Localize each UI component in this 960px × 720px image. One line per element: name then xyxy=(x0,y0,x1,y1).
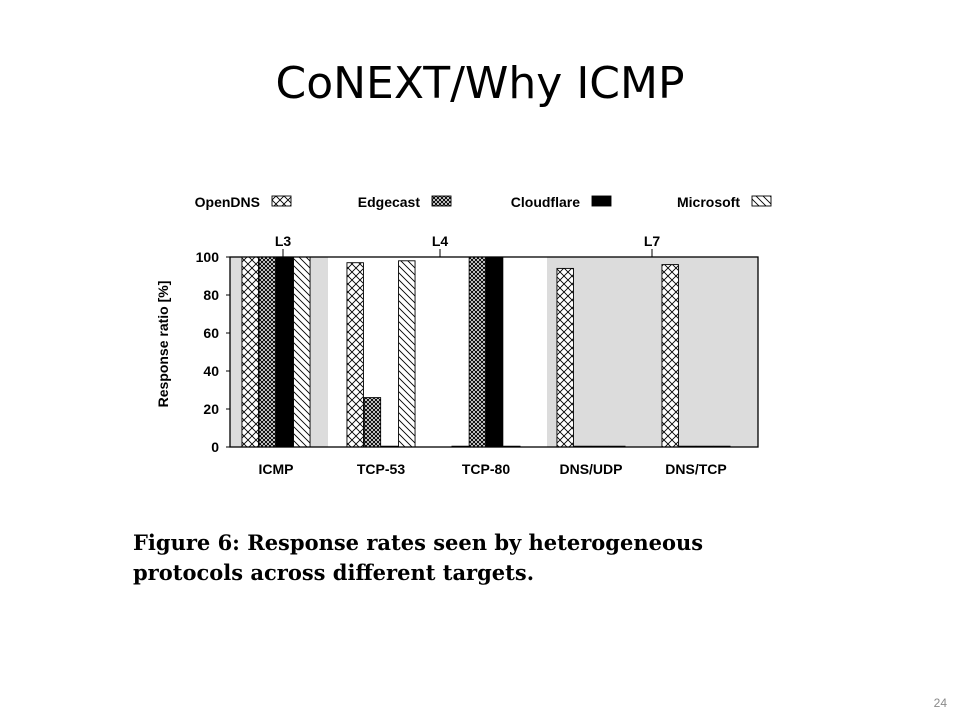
figure-caption: Figure 6: Response rates seen by heterog… xyxy=(133,528,833,588)
legend-swatch-edgecast xyxy=(431,195,452,207)
legend-label-opendns: OpenDNS xyxy=(195,194,260,210)
layer-shade-l7 xyxy=(547,257,758,447)
legend: OpenDNS Edgecast Cloudflare Microsoft xyxy=(195,194,772,210)
legend-label-cloudflare: Cloudflare xyxy=(511,194,580,210)
bar-dns-tcp-opendns xyxy=(661,264,679,448)
caption-line-2: protocols across different targets. xyxy=(133,560,534,585)
y-axis-label: Response ratio [%] xyxy=(155,281,171,408)
axis-group: 0 20 40 60 80 100 ICMP TCP-53 TCP-80 DNS/UDP DNS/T… xyxy=(196,249,727,477)
x-tick-label-tcp-53: TCP-53 xyxy=(357,461,405,477)
caption-line-1: Figure 6: Response rates seen by heterog… xyxy=(133,530,704,555)
page-number: 24 xyxy=(933,696,947,710)
layer-label-l7: L7 xyxy=(644,233,661,249)
x-tick-label-dns-tcp: DNS/TCP xyxy=(665,461,726,477)
response-ratio-chart: 0 20 40 60 80 100 ICMP TCP-53 TCP-80 DNS/UDP DNS/T… xyxy=(155,194,772,477)
bar-icmp-edgecast xyxy=(258,256,277,448)
y-tick-label-100: 100 xyxy=(196,249,220,265)
bar-tcp-53-microsoft xyxy=(398,260,416,448)
bar-tcp-80-edgecast xyxy=(468,256,487,448)
bars-group xyxy=(241,256,731,448)
plot-frame xyxy=(229,256,759,448)
bar-icmp-opendns xyxy=(241,256,259,448)
legend-swatch-microsoft xyxy=(751,195,772,207)
bar-icmp-microsoft xyxy=(293,256,311,448)
bar-tcp-53-opendns xyxy=(346,262,364,448)
layer-labels: L3 L4 L7 xyxy=(275,233,661,257)
layer-label-l4: L4 xyxy=(432,233,449,249)
layer-label-l3: L3 xyxy=(275,233,292,249)
y-tick-label-40: 40 xyxy=(203,363,219,379)
x-tick-label-tcp-80: TCP-80 xyxy=(462,461,510,477)
legend-label-edgecast: Edgecast xyxy=(358,194,421,210)
bar-tcp-80-cloudflare xyxy=(485,256,504,448)
legend-swatch-opendns xyxy=(271,195,292,207)
y-tick-label-80: 80 xyxy=(203,287,219,303)
bar-icmp-cloudflare xyxy=(275,256,294,448)
x-tick-label-icmp: ICMP xyxy=(259,461,294,477)
slide-title: CoNEXT/Why ICMP xyxy=(275,58,685,109)
x-tick-label-dns-udp: DNS/UDP xyxy=(559,461,622,477)
y-tick-label-0: 0 xyxy=(211,439,219,455)
legend-swatch-cloudflare xyxy=(591,195,612,207)
bar-dns-udp-opendns xyxy=(556,267,574,448)
y-tick-label-20: 20 xyxy=(203,401,219,417)
bar-tcp-53-edgecast xyxy=(363,397,382,448)
legend-label-microsoft: Microsoft xyxy=(677,194,740,210)
y-tick-label-60: 60 xyxy=(203,325,219,341)
